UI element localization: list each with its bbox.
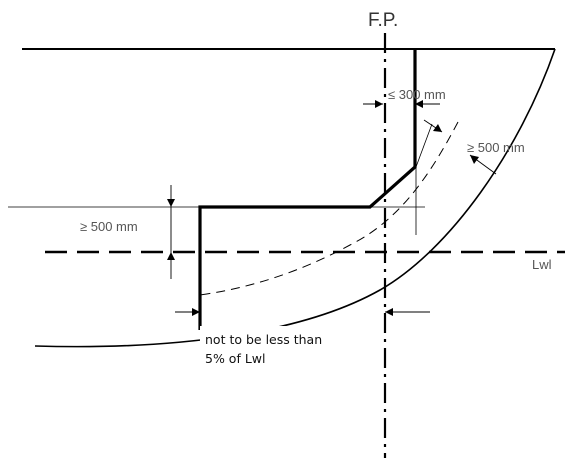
tangent-line	[415, 123, 433, 168]
offset-dimension	[363, 100, 440, 108]
collision-bulkhead	[198, 49, 417, 330]
waterline-label: Lwl	[532, 257, 552, 272]
offset-label: ≤ 300 mm	[388, 87, 446, 102]
note-line-2: 5% of Lwl	[205, 351, 266, 366]
hull-shell-curve	[34, 48, 556, 348]
offset-curve-dashed	[199, 121, 459, 296]
step-height-dimension	[167, 185, 175, 279]
fp-label: F.P.	[368, 10, 398, 31]
fp-distance-dimension	[175, 308, 430, 316]
shell-clearance-dimension	[423, 119, 497, 175]
step-height-label: ≥ 500 mm	[80, 219, 138, 234]
shell-clearance-label: ≥ 500 mm	[467, 140, 525, 155]
fp-label-background	[366, 6, 410, 30]
note-background	[200, 326, 370, 374]
note-line-1: not to be less than	[205, 332, 322, 347]
